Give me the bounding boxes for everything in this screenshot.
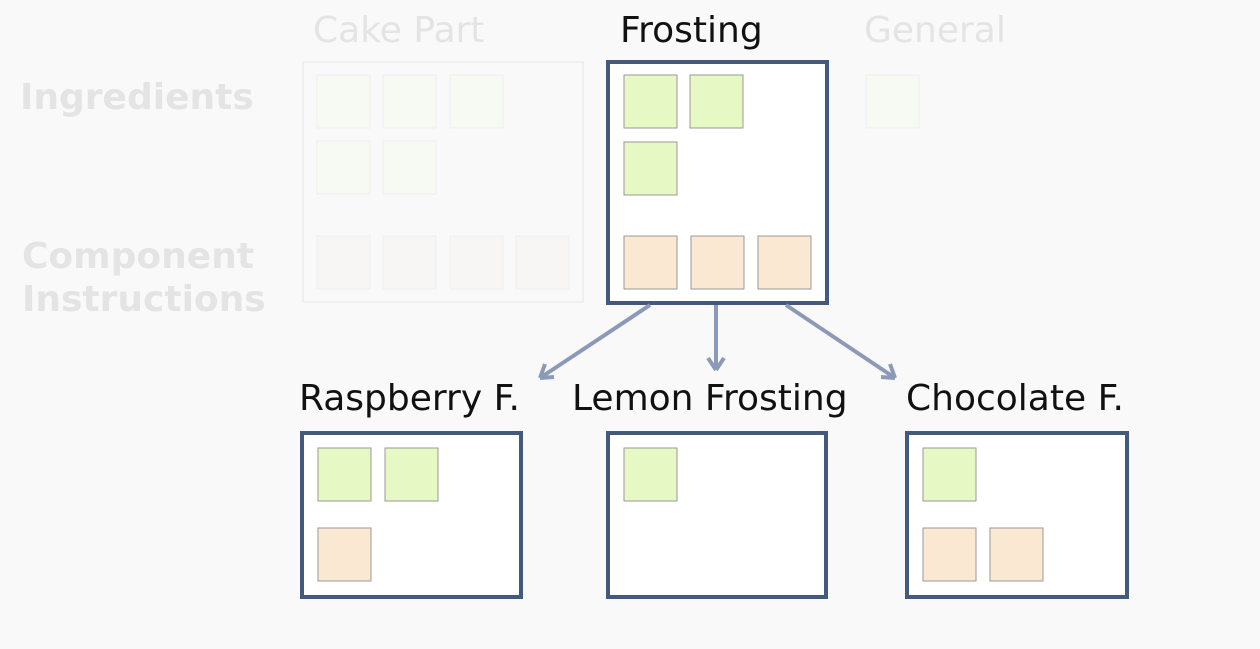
lemon-square: [623, 447, 678, 502]
arrows: [538, 303, 897, 380]
column-label: General: [864, 10, 1006, 51]
cake-part-box: [302, 61, 584, 303]
chocolate-squares: [922, 447, 1044, 582]
child-label: Chocolate F.: [906, 378, 1124, 419]
row-label: Component Instructions: [22, 236, 266, 320]
child-label: Raspberry F.: [299, 378, 520, 419]
general-square: [865, 74, 920, 129]
child-label: Lemon Frosting: [572, 378, 848, 419]
raspberry-squares: [317, 447, 439, 582]
row-label: Ingredients: [20, 77, 254, 118]
frosting-squares: [623, 74, 812, 290]
column-label: Cake Part: [313, 10, 485, 51]
column-label: Frosting: [620, 10, 763, 51]
cake-part-squares: [316, 74, 570, 290]
